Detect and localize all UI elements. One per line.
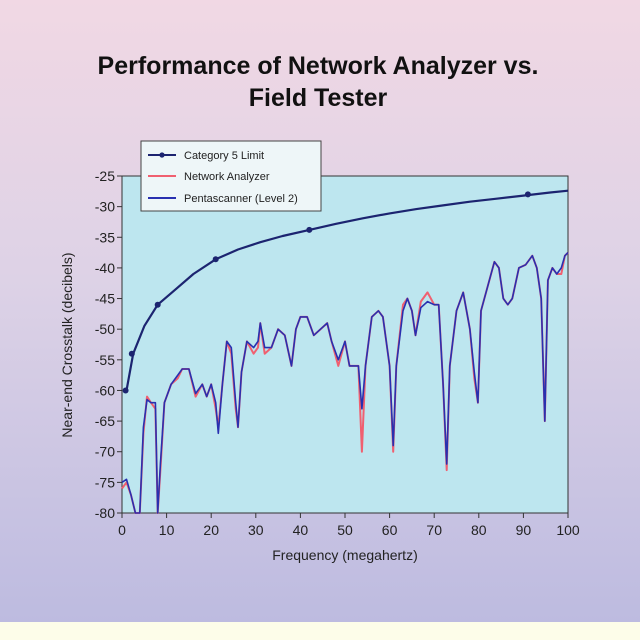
y-tick-label: -30 — [95, 199, 115, 215]
y-tick-label: -65 — [95, 413, 115, 429]
x-tick-label: 90 — [516, 522, 532, 538]
legend-marker-category5 — [159, 152, 165, 158]
chart-title-line-2: Field Tester — [249, 84, 388, 112]
category5-marker — [212, 256, 219, 263]
category5-marker — [122, 387, 129, 394]
x-tick-label: 60 — [382, 522, 398, 538]
category5-marker — [306, 226, 313, 233]
legend-label-pentascanner: Pentascanner (Level 2) — [184, 193, 298, 205]
x-tick-label: 100 — [556, 522, 580, 538]
x-tick-label: 50 — [337, 522, 353, 538]
x-tick-label: 70 — [426, 522, 442, 538]
category5-marker — [524, 191, 531, 198]
chart-title-line-1: Performance of Network Analyzer vs. — [98, 52, 539, 80]
x-tick-label: 40 — [293, 522, 309, 538]
y-tick-label: -45 — [95, 291, 115, 307]
legend-label-category5: Category 5 Limit — [184, 150, 264, 162]
y-tick-label: -25 — [95, 168, 115, 184]
x-tick-label: 30 — [248, 522, 264, 538]
category5-marker — [128, 350, 135, 357]
axis-layer: 0 10 20 30 40 50 60 70 80 90 100 -25 -30 -35 -40 -45 -50… — [95, 168, 580, 538]
y-tick-label: -60 — [95, 382, 115, 398]
x-tick-label: 0 — [118, 522, 126, 538]
category5-marker — [154, 301, 161, 308]
chart-background: Performance of Network Analyzer vs. Fiel… — [0, 0, 640, 622]
legend-label-network-analyzer: Network Analyzer — [184, 171, 270, 183]
y-axis-label: Near-end Crosstalk (decibels) — [59, 252, 75, 437]
y-tick-label: -55 — [95, 352, 115, 368]
y-tick-label: -80 — [95, 505, 115, 521]
series-line-pentascanner — [121, 252, 569, 514]
y-tick-label: -35 — [95, 229, 115, 245]
y-tick-label: -70 — [95, 444, 115, 460]
y-tick-label: -50 — [95, 321, 115, 337]
series-layer — [121, 189, 569, 514]
y-tick-label: -75 — [95, 474, 115, 490]
x-tick-label: 10 — [159, 522, 175, 538]
y-tick-label: -40 — [95, 260, 115, 276]
x-axis-label: Frequency (megahertz) — [272, 547, 418, 563]
x-tick-label: 20 — [203, 522, 219, 538]
legend: Category 5 Limit Network Analyzer Pentas… — [140, 140, 322, 212]
x-tick-label: 80 — [471, 522, 487, 538]
chart-canvas: Performance of Network Analyzer vs. Fiel… — [59, 52, 580, 563]
